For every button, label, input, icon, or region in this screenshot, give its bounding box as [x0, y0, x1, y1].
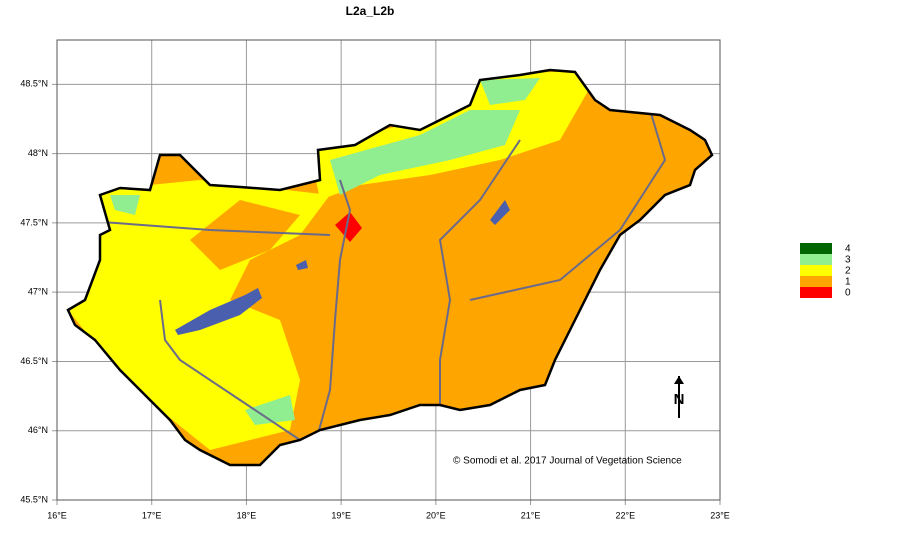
legend-label: 3 [845, 255, 851, 266]
north-label: N [674, 391, 685, 408]
legend-swatch [800, 243, 832, 254]
x-tick-label: 19°E [331, 510, 351, 520]
y-tick-label: 48.5°N [20, 79, 48, 89]
legend-swatch [800, 254, 832, 265]
country-border [66, 68, 714, 467]
y-tick-label: 46.5°N [20, 356, 48, 366]
plot-frame [56, 39, 721, 501]
credit: © Somodi et al. 2017 Journal of Vegetati… [453, 456, 682, 467]
legend-label: 4 [845, 244, 851, 255]
y-tick-label: 48°N [28, 148, 48, 158]
legend-label: 0 [845, 288, 851, 299]
x-tick-label: 16°E [47, 510, 67, 520]
y-tick-label: 47°N [28, 287, 48, 297]
x-tick-label: 23°E [710, 510, 730, 520]
legend-label: 2 [845, 266, 851, 277]
x-tick-label: 22°E [615, 510, 635, 520]
map-title: L2a_L2b [346, 4, 395, 18]
y-tick-label: 45.5°N [20, 494, 48, 504]
x-tick-label: 20°E [426, 510, 446, 520]
x-tick-label: 21°E [521, 510, 541, 520]
legend-label: 1 [845, 277, 851, 288]
x-tick-label: 18°E [237, 510, 257, 520]
y-tick-label: 47.5°N [20, 217, 48, 227]
y-tick-label: 46°N [28, 425, 48, 435]
legend-swatch [800, 265, 832, 276]
x-tick-label: 17°E [142, 510, 162, 520]
legend-swatch [800, 287, 832, 298]
north-arrow [674, 376, 684, 418]
legend-swatch [800, 276, 832, 287]
